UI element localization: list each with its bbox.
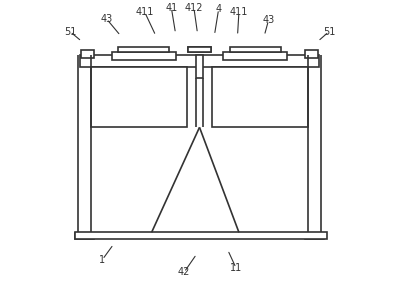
Bar: [188, 47, 211, 52]
Text: 51: 51: [323, 27, 335, 36]
Text: 4: 4: [215, 4, 222, 14]
Bar: [81, 50, 94, 58]
Bar: [80, 55, 319, 67]
Bar: [304, 233, 324, 239]
Bar: [75, 233, 95, 239]
Text: 411: 411: [135, 7, 154, 17]
Bar: [305, 50, 318, 58]
Bar: [196, 55, 203, 78]
Text: 43: 43: [263, 15, 275, 25]
Bar: [118, 47, 168, 52]
Bar: [223, 52, 287, 60]
Text: 43: 43: [101, 14, 113, 24]
Text: 41: 41: [165, 3, 178, 13]
Text: 42: 42: [178, 267, 190, 277]
Bar: [231, 47, 281, 52]
Bar: [75, 232, 327, 239]
Bar: [188, 47, 211, 52]
Bar: [91, 67, 187, 127]
Text: 412: 412: [185, 3, 203, 13]
Bar: [212, 67, 308, 127]
Text: 411: 411: [230, 7, 248, 17]
Bar: [112, 52, 176, 60]
Text: 51: 51: [64, 27, 76, 36]
Text: 11: 11: [230, 263, 242, 273]
Text: 1: 1: [99, 255, 105, 265]
